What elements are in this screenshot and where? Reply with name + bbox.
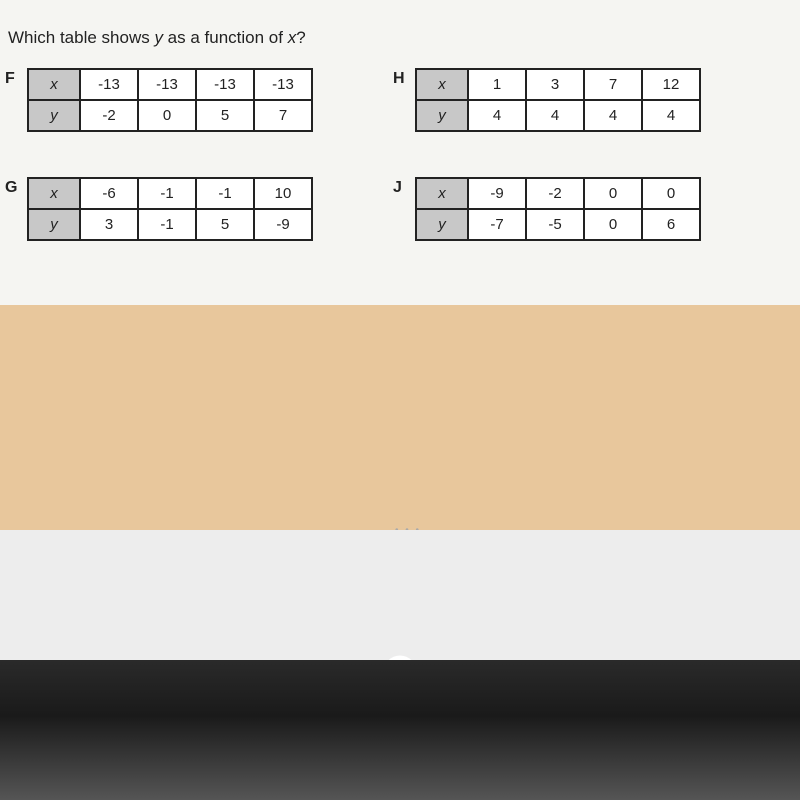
row-header-y: y <box>416 209 468 240</box>
row-header-y: y <box>28 100 80 131</box>
cell: 7 <box>584 69 642 100</box>
cell: 10 <box>254 178 312 209</box>
table-block-g: G x -6 -1 -1 10 y 3 -1 5 -9 <box>5 177 313 241</box>
cell: -7 <box>468 209 526 240</box>
table-j: x -9 -2 0 0 y -7 -5 0 6 <box>415 177 701 241</box>
cell: 4 <box>526 100 584 131</box>
cell: -1 <box>138 178 196 209</box>
cell: 0 <box>138 100 196 131</box>
question-mid: as a function of <box>163 28 288 47</box>
cell: -13 <box>80 69 138 100</box>
cell: 0 <box>584 178 642 209</box>
cell: 4 <box>584 100 642 131</box>
table-h: x 1 3 7 12 y 4 4 4 4 <box>415 68 701 132</box>
cell: 4 <box>468 100 526 131</box>
cell: -2 <box>80 100 138 131</box>
cell: -13 <box>138 69 196 100</box>
cell: 3 <box>526 69 584 100</box>
screen-area: Which table shows y as a function of x? … <box>0 0 800 725</box>
cell: -1 <box>138 209 196 240</box>
table-row: y -7 -5 0 6 <box>416 209 700 240</box>
table-label-h: H <box>393 70 407 88</box>
laptop-bezel <box>0 660 800 800</box>
cell: -1 <box>196 178 254 209</box>
cell: 1 <box>468 69 526 100</box>
question-suffix: ? <box>296 28 305 47</box>
cell: 6 <box>642 209 700 240</box>
row-header-x: x <box>416 178 468 209</box>
table-row: x -9 -2 0 0 <box>416 178 700 209</box>
cell: -9 <box>254 209 312 240</box>
table-row: x 1 3 7 12 <box>416 69 700 100</box>
cell: 12 <box>642 69 700 100</box>
question-var-x: x <box>288 28 297 47</box>
cell: -13 <box>196 69 254 100</box>
row-header-x: x <box>28 69 80 100</box>
cell: 5 <box>196 209 254 240</box>
question-panel: Which table shows y as a function of x? … <box>0 0 800 305</box>
table-row: x -6 -1 -1 10 <box>28 178 312 209</box>
cell: -5 <box>526 209 584 240</box>
table-block-h: H x 1 3 7 12 y 4 4 4 4 <box>393 68 701 132</box>
cell: -2 <box>526 178 584 209</box>
cell: -9 <box>468 178 526 209</box>
table-label-f: F <box>5 70 19 88</box>
cell: 5 <box>196 100 254 131</box>
table-block-j: J x -9 -2 0 0 y -7 -5 0 6 <box>393 177 701 241</box>
table-label-g: G <box>5 179 19 197</box>
table-row: x -13 -13 -13 -13 <box>28 69 312 100</box>
question-var-y: y <box>154 28 163 47</box>
row-header-x: x <box>416 69 468 100</box>
cell: -13 <box>254 69 312 100</box>
row-header-y: y <box>416 100 468 131</box>
cell: 0 <box>642 178 700 209</box>
cell: 3 <box>80 209 138 240</box>
tables-grid: F x -13 -13 -13 -13 y -2 0 5 7 <box>5 68 795 241</box>
table-row: y -2 0 5 7 <box>28 100 312 131</box>
cell: 0 <box>584 209 642 240</box>
table-row: y 4 4 4 4 <box>416 100 700 131</box>
row-header-y: y <box>28 209 80 240</box>
answer-area[interactable] <box>0 305 800 530</box>
question-prefix: Which table shows <box>8 28 154 47</box>
table-block-f: F x -13 -13 -13 -13 y -2 0 5 7 <box>5 68 313 132</box>
table-label-j: J <box>393 179 407 197</box>
table-row: y 3 -1 5 -9 <box>28 209 312 240</box>
question-text: Which table shows y as a function of x? <box>8 28 795 48</box>
row-header-x: x <box>28 178 80 209</box>
table-f: x -13 -13 -13 -13 y -2 0 5 7 <box>27 68 313 132</box>
cell: 7 <box>254 100 312 131</box>
cell: -6 <box>80 178 138 209</box>
table-g: x -6 -1 -1 10 y 3 -1 5 -9 <box>27 177 313 241</box>
cell: 4 <box>642 100 700 131</box>
